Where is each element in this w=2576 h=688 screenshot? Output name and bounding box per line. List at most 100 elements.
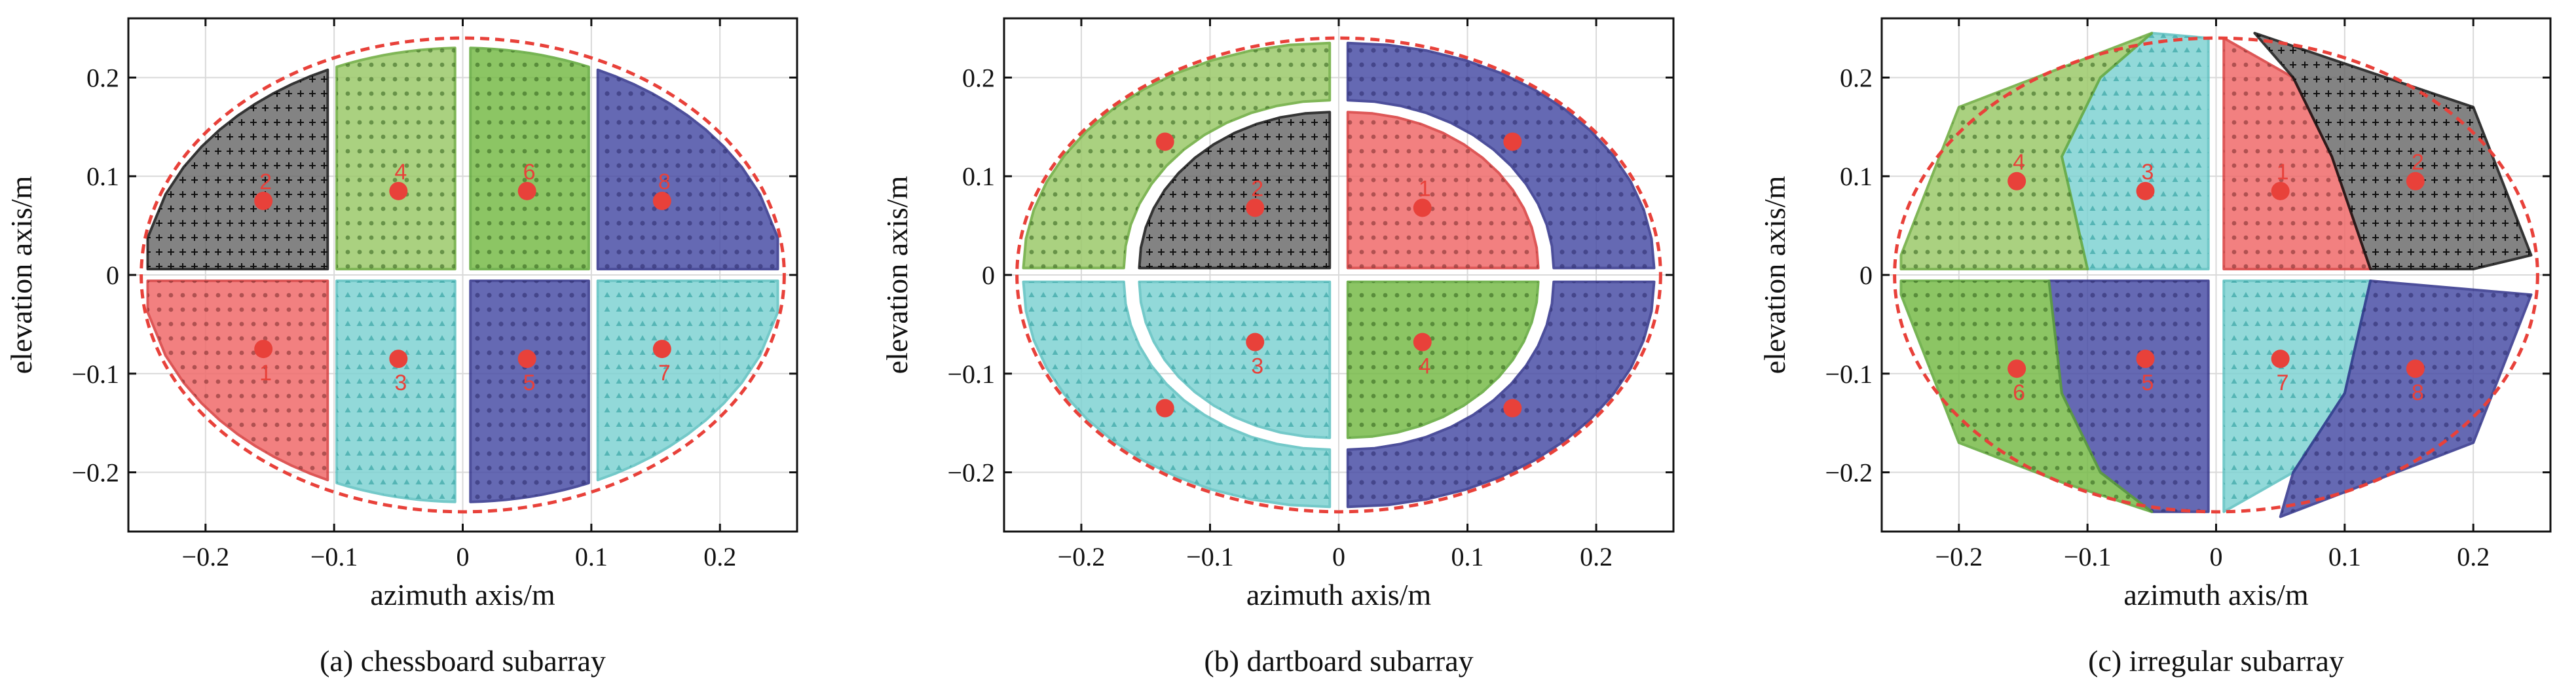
x-tick-label: 0.1 <box>1451 542 1484 571</box>
phase-center-point <box>2136 350 2155 369</box>
subarray-number-label: 2 <box>1251 176 1263 201</box>
aperture-ellipse <box>140 36 786 514</box>
subarray-number-label: 4 <box>394 160 407 185</box>
x-tick-label: −0.2 <box>1935 542 1983 571</box>
x-tick-label: 0.2 <box>703 542 736 571</box>
y-tick-label: 0.2 <box>1840 63 1873 92</box>
phase-center-point <box>389 181 408 200</box>
x-tick-label: 0 <box>2210 542 2223 571</box>
x-tick-label: −0.2 <box>1058 542 1106 571</box>
x-tick-label: 0.1 <box>2328 542 2361 571</box>
phase-center-point <box>1155 132 1174 151</box>
subarray-number-label: 6 <box>2013 380 2025 405</box>
y-tick-label: −0.1 <box>947 359 995 389</box>
subarray-element-pattern <box>1901 33 2152 269</box>
subarray-element-pattern <box>147 281 328 480</box>
phase-center-point <box>1503 132 1522 151</box>
subarray-number-label: 1 <box>1419 176 1431 201</box>
subarray-element-pattern <box>1139 112 1330 268</box>
subarray-element-pattern <box>1023 43 1330 268</box>
subarray-number-label: 7 <box>658 361 671 386</box>
x-tick-label: 0.1 <box>575 542 608 571</box>
subarray-number-label: 2 <box>259 170 272 194</box>
chart-panel-1: 1 2 3 4 5 6 7 8 −0.2 −0.1 0 0.1 0.2 0.2 0.1 0 −0.1 −0.2 az… <box>5 17 798 678</box>
phase-center-point <box>2406 172 2425 190</box>
x-axis-label: azimuth axis/m <box>370 578 555 611</box>
phase-center-point <box>1155 399 1174 418</box>
subarray-element-pattern <box>2224 38 2371 269</box>
y-axis-label: elevation axis/m <box>5 175 38 374</box>
subarray-number-label: 1 <box>259 361 272 386</box>
y-tick-label: 0.1 <box>86 162 119 191</box>
subarray-element-pattern <box>1347 43 1654 268</box>
aperture-ellipse <box>1015 36 1662 514</box>
x-tick-label: −0.1 <box>2064 542 2112 571</box>
subarray-number-label: 8 <box>658 170 671 194</box>
y-axis-label: elevation axis/m <box>1758 175 1791 374</box>
phase-center-point <box>517 350 536 369</box>
subarray-number-label: 4 <box>2013 150 2025 175</box>
subarray-element-pattern <box>1901 281 2152 512</box>
phase-center-point <box>1413 333 1432 352</box>
subarray-element-pattern <box>470 48 589 270</box>
subarray-element-pattern <box>597 69 778 269</box>
subarray-number-label: 3 <box>2142 160 2154 185</box>
subarray-element-pattern <box>470 281 589 502</box>
y-axis-label: elevation axis/m <box>880 175 914 374</box>
phase-center-point <box>254 191 273 210</box>
subarray-element-pattern <box>597 281 778 480</box>
phase-center-point <box>517 181 536 200</box>
x-tick-label: 0 <box>457 542 470 571</box>
y-tick-label: 0 <box>1859 261 1873 290</box>
y-tick-label: 0.2 <box>962 63 995 92</box>
aperture-ellipse <box>1893 36 2539 514</box>
phase-center-point <box>2271 181 2290 200</box>
y-tick-label: 0.2 <box>86 63 119 92</box>
subarray-element-pattern <box>337 281 455 502</box>
subarray-number-label: 3 <box>394 371 407 395</box>
subarray-element-pattern <box>1347 281 1539 438</box>
x-tick-label: 0.2 <box>2457 542 2490 571</box>
subarray-element-pattern <box>1347 281 1654 507</box>
x-tick-label: 0 <box>1332 542 1345 571</box>
subarray-element-pattern <box>147 69 328 269</box>
phase-center-point <box>2007 359 2026 378</box>
subarray-element-pattern <box>2254 33 2531 269</box>
subarray-number-label: 3 <box>1251 354 1263 379</box>
subarray-element-pattern <box>2224 281 2371 512</box>
y-tick-label: −0.2 <box>947 458 995 488</box>
subarray-element-pattern <box>337 48 455 270</box>
subarray-element-pattern <box>1023 281 1330 507</box>
subarray-number-label: 1 <box>2277 160 2289 185</box>
y-tick-label: 0 <box>982 261 995 290</box>
subarray-element-pattern <box>1347 112 1539 268</box>
phase-center-point <box>652 191 671 210</box>
subarray-element-pattern <box>2061 33 2209 269</box>
phase-center-point <box>1246 333 1265 352</box>
y-tick-label: −0.1 <box>1825 359 1873 389</box>
phase-center-point <box>2406 359 2425 378</box>
panel-caption: (c) irregular subarray <box>2088 644 2344 678</box>
y-tick-label: 0.1 <box>962 162 995 191</box>
phase-center-point <box>254 340 273 359</box>
phase-center-point <box>1246 198 1265 217</box>
x-tick-label: −0.1 <box>1186 542 1234 571</box>
panel-caption: (a) chessboard subarray <box>320 644 606 678</box>
phase-center-point <box>2136 181 2155 200</box>
subarray-number-label: 7 <box>2277 371 2289 395</box>
x-tick-label: 0.2 <box>1580 542 1613 571</box>
y-tick-label: 0.1 <box>1840 162 1873 191</box>
y-tick-label: 0 <box>106 261 119 290</box>
y-tick-label: −0.2 <box>71 458 119 488</box>
phase-center-point <box>389 350 408 369</box>
subarray-element-pattern <box>1139 281 1330 438</box>
x-tick-label: −0.1 <box>310 542 358 571</box>
phase-center-point <box>1413 198 1432 217</box>
y-tick-label: −0.2 <box>1825 458 1873 488</box>
subarray-element-pattern <box>2280 281 2531 517</box>
chart-panel-3: 1 2 3 4 5 6 7 8 −0.2 −0.1 0 0.1 0.2 0.2 0.1 0 −0.1 −0.2 az… <box>1758 17 2552 678</box>
x-axis-label: azimuth axis/m <box>1246 578 1432 611</box>
phase-center-point <box>2007 172 2026 190</box>
x-tick-label: −0.2 <box>182 542 230 571</box>
